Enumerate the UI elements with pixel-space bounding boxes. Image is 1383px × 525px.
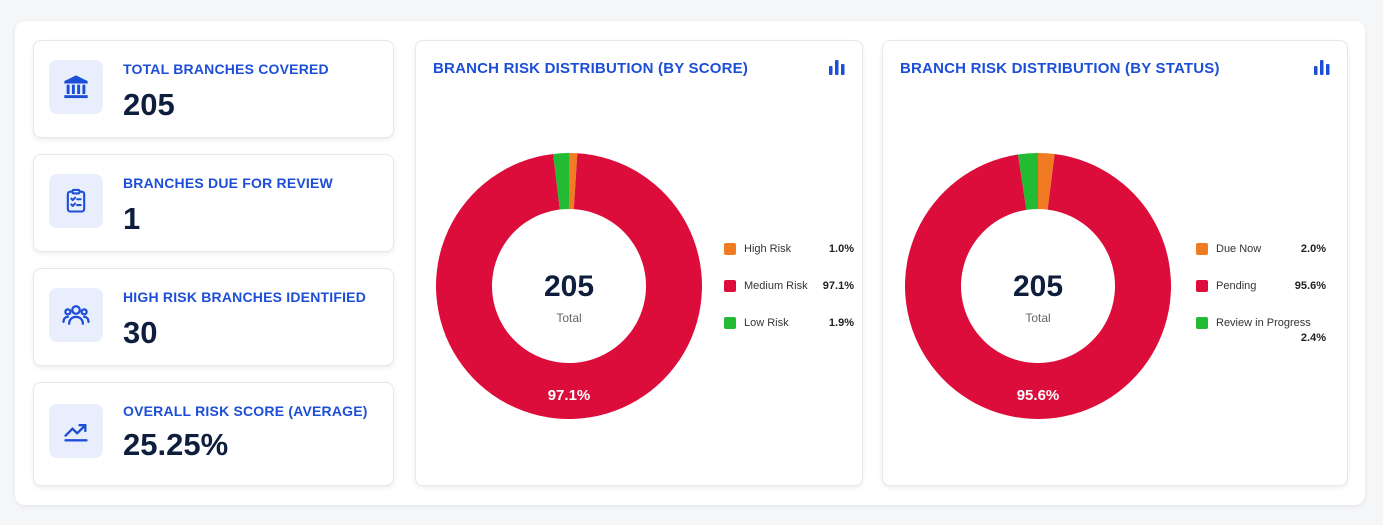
kpi-label: HIGH RISK BRANCHES IDENTIFIED: [123, 289, 367, 305]
donut-slice-medium[interactable]: [436, 153, 702, 419]
kpi-card-high-risk: HIGH RISK BRANCHES IDENTIFIED 30: [33, 268, 394, 366]
legend-swatch: [724, 317, 736, 329]
bar-chart-icon[interactable]: [828, 59, 846, 80]
legend-item[interactable]: Due Now 2.0%: [1196, 241, 1326, 278]
kpi-label: OVERALL RISK SCORE (AVERAGE): [123, 403, 368, 419]
users-icon: [49, 288, 103, 342]
donut-slice-medium[interactable]: [905, 154, 1171, 419]
legend-value: 1.0%: [828, 243, 854, 255]
chart-panel-by-status: BRANCH RISK DISTRIBUTION (BY STATUS) 205…: [882, 40, 1348, 486]
legend-value: 95.6%: [1294, 280, 1326, 292]
legend-swatch: [1196, 317, 1208, 329]
legend-label: Low Risk: [744, 317, 789, 329]
donut-chart: 205 Total 95.6%: [903, 151, 1173, 426]
legend-item[interactable]: Medium Risk 97.1%: [724, 278, 854, 315]
legend-swatch: [1196, 280, 1208, 292]
kpi-value: 1: [123, 201, 141, 236]
donut-center-value: 205: [544, 270, 594, 303]
donut-center-label: Total: [1025, 311, 1050, 325]
legend-value: 2.4%: [1300, 332, 1326, 344]
kpi-value: 25.25%: [123, 427, 229, 462]
donut-slice-high[interactable]: [1038, 153, 1055, 210]
legend-label: Due Now: [1216, 243, 1262, 255]
chart-legend: Due Now 2.0% Pending 95.6% Review in Progres…: [1196, 241, 1326, 352]
kpi-card-due-review: BRANCHES DUE FOR REVIEW 1: [33, 154, 394, 252]
donut-slice-low[interactable]: [553, 153, 569, 210]
legend-swatch: [1196, 243, 1208, 255]
legend-label: Medium Risk: [744, 280, 808, 292]
donut-slice-low[interactable]: [1018, 153, 1038, 210]
bar-chart-icon[interactable]: [1313, 59, 1331, 80]
donut-slice-high[interactable]: [569, 153, 578, 210]
legend-value: 97.1%: [822, 280, 854, 292]
chart-title: BRANCH RISK DISTRIBUTION (BY STATUS): [900, 60, 1220, 77]
legend-swatch: [724, 243, 736, 255]
bank-icon: [49, 60, 103, 114]
kpi-card-risk-score: OVERALL RISK SCORE (AVERAGE) 25.25%: [33, 382, 394, 486]
clipboard-check-icon: [49, 174, 103, 228]
donut-slice-label: 97.1%: [548, 387, 591, 404]
legend-item[interactable]: Review in Progress 2.4%: [1196, 315, 1326, 352]
kpi-value: 30: [123, 315, 158, 350]
kpi-card-total-branches: TOTAL BRANCHES COVERED 205: [33, 40, 394, 138]
legend-item[interactable]: Pending 95.6%: [1196, 278, 1326, 315]
chart-title: BRANCH RISK DISTRIBUTION (BY SCORE): [433, 60, 749, 77]
chart-legend: High Risk 1.0% Medium Risk 97.1% Low Risk 1.9…: [724, 241, 854, 352]
kpi-label: BRANCHES DUE FOR REVIEW: [123, 175, 333, 191]
donut-slice-label: 95.6%: [1017, 387, 1060, 404]
legend-label: Review in Progress: [1216, 317, 1311, 329]
legend-value: 2.0%: [1300, 243, 1326, 255]
trend-up-icon: [49, 404, 103, 458]
legend-label: High Risk: [744, 243, 792, 255]
legend-item[interactable]: High Risk 1.0%: [724, 241, 854, 278]
chart-panel-by-score: BRANCH RISK DISTRIBUTION (BY SCORE) 205 T…: [415, 40, 863, 486]
donut-center-label: Total: [556, 311, 581, 325]
kpi-value: 205: [123, 87, 175, 122]
donut-chart: 205 Total 97.1%: [434, 151, 704, 426]
donut-center-value: 205: [1013, 270, 1063, 303]
kpi-label: TOTAL BRANCHES COVERED: [123, 61, 329, 77]
legend-item[interactable]: Low Risk 1.9%: [724, 315, 854, 352]
legend-value: 1.9%: [828, 317, 854, 329]
legend-swatch: [724, 280, 736, 292]
legend-label: Pending: [1216, 280, 1257, 292]
